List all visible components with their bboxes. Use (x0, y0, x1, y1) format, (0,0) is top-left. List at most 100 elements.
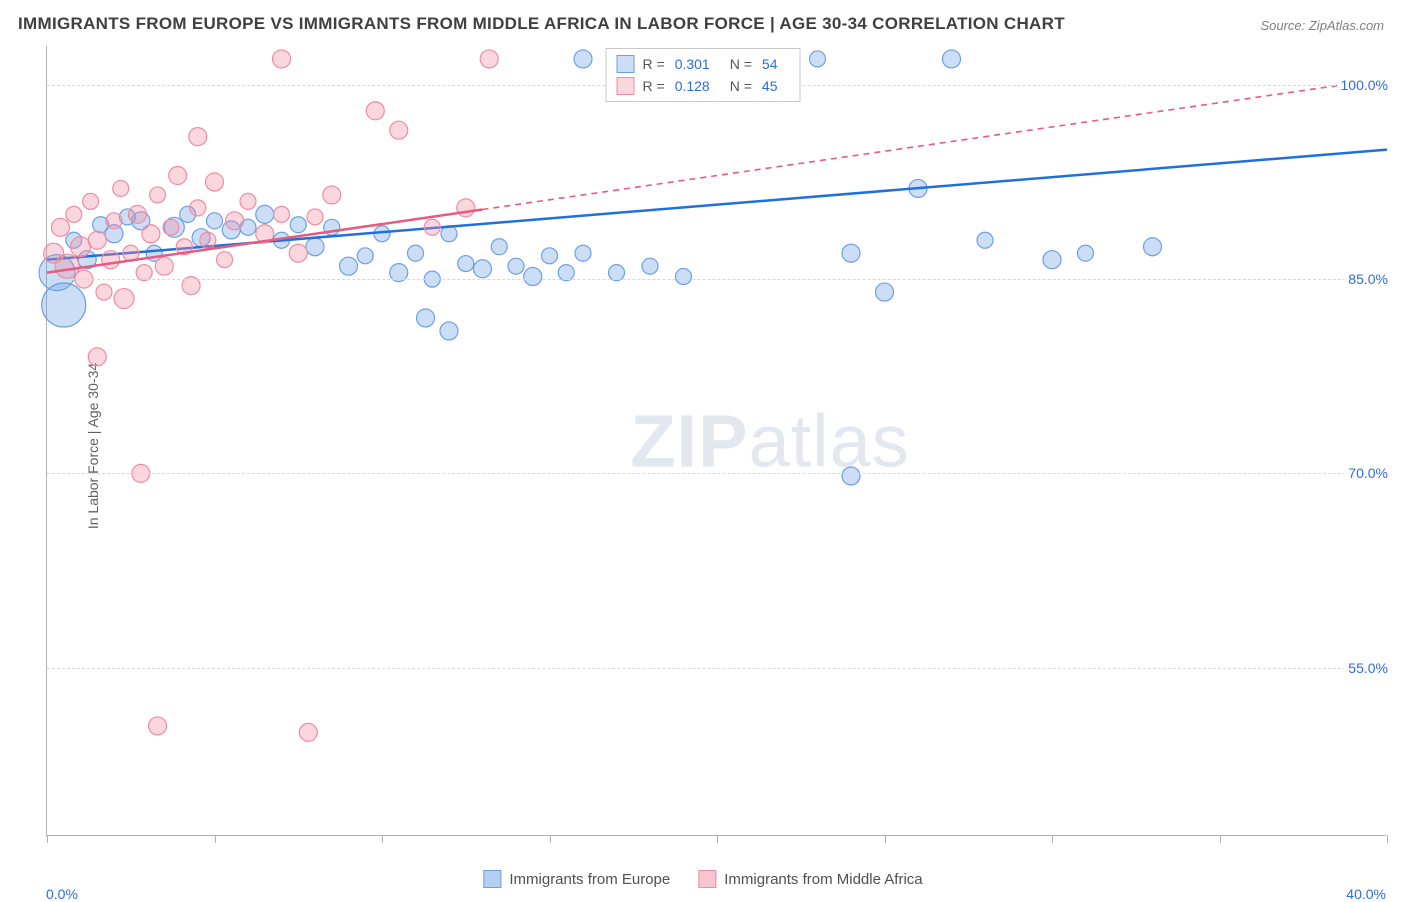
data-point (977, 232, 993, 248)
data-point (810, 51, 826, 67)
n-label: N = (730, 78, 752, 94)
legend-item-europe: Immigrants from Europe (483, 870, 670, 888)
data-point (66, 206, 82, 222)
r-label: R = (643, 56, 665, 72)
data-point (207, 213, 223, 229)
data-point (83, 193, 99, 209)
data-point (876, 283, 894, 301)
data-point (417, 309, 435, 327)
data-point (150, 187, 166, 203)
legend-label: Immigrants from Europe (509, 871, 670, 888)
x-max-label: 40.0% (1346, 886, 1386, 902)
data-point (542, 248, 558, 264)
data-point (51, 218, 69, 236)
n-label: N = (730, 56, 752, 72)
swatch-icon (617, 77, 635, 95)
data-point (575, 245, 591, 261)
data-point (289, 244, 307, 262)
data-point (943, 50, 961, 68)
plot-area: ZIPatlas 55.0%70.0%85.0%100.0% (46, 46, 1386, 836)
x-tick (215, 835, 216, 843)
data-point (1043, 251, 1061, 269)
data-point (357, 248, 373, 264)
r-value: 0.301 (675, 56, 710, 72)
data-point (106, 213, 122, 229)
x-tick (717, 835, 718, 843)
swatch-icon (698, 870, 716, 888)
y-tick-label: 70.0% (1344, 465, 1392, 481)
stats-legend: R = 0.301 N = 54 R = 0.128 N = 45 (606, 48, 801, 102)
data-point (457, 199, 475, 217)
data-point (842, 467, 860, 485)
data-point (290, 217, 306, 233)
data-point (142, 225, 160, 243)
data-point (491, 239, 507, 255)
data-point (240, 193, 256, 209)
data-point (128, 205, 146, 223)
n-value: 45 (762, 78, 778, 94)
data-point (190, 200, 206, 216)
legend-label: Immigrants from Middle Africa (724, 871, 922, 888)
data-point (114, 289, 134, 309)
n-value: 54 (762, 56, 778, 72)
x-min-label: 0.0% (46, 886, 78, 902)
swatch-icon (483, 870, 501, 888)
data-point (323, 186, 341, 204)
data-point (200, 232, 216, 248)
r-label: R = (643, 78, 665, 94)
data-point (189, 128, 207, 146)
x-tick (382, 835, 383, 843)
gridline (47, 279, 1386, 280)
stats-row-africa: R = 0.128 N = 45 (617, 75, 790, 97)
y-tick-label: 85.0% (1344, 271, 1392, 287)
source-label: Source: ZipAtlas.com (1260, 18, 1384, 33)
y-tick-label: 55.0% (1344, 660, 1392, 676)
chart-title: IMMIGRANTS FROM EUROPE VS IMMIGRANTS FRO… (18, 14, 1065, 34)
data-point (508, 258, 524, 274)
data-point (340, 257, 358, 275)
stats-row-europe: R = 0.301 N = 54 (617, 53, 790, 75)
x-tick (1220, 835, 1221, 843)
data-point (306, 238, 324, 256)
x-tick (550, 835, 551, 843)
x-tick (1052, 835, 1053, 843)
data-point (842, 244, 860, 262)
data-point (71, 237, 91, 257)
data-point (169, 167, 187, 185)
data-point (424, 219, 440, 235)
swatch-icon (617, 55, 635, 73)
data-point (88, 348, 106, 366)
r-value: 0.128 (675, 78, 710, 94)
data-point (366, 102, 384, 120)
data-point (226, 212, 244, 230)
series-legend: Immigrants from Europe Immigrants from M… (483, 870, 922, 888)
data-point (217, 252, 233, 268)
data-point (474, 260, 492, 278)
data-point (273, 50, 291, 68)
data-point (88, 231, 106, 249)
data-point (1144, 238, 1162, 256)
data-point (642, 258, 658, 274)
data-point (440, 322, 458, 340)
data-point (102, 251, 120, 269)
data-point (42, 283, 86, 327)
gridline (47, 668, 1386, 669)
data-point (149, 717, 167, 735)
x-tick (47, 835, 48, 843)
data-point (458, 256, 474, 272)
data-point (480, 50, 498, 68)
data-point (155, 257, 173, 275)
data-point (408, 245, 424, 261)
data-point (113, 180, 129, 196)
y-tick-label: 100.0% (1337, 77, 1392, 93)
data-point (524, 268, 542, 286)
data-point (574, 50, 592, 68)
data-point (163, 219, 179, 235)
data-point (390, 121, 408, 139)
gridline (47, 473, 1386, 474)
data-point (96, 284, 112, 300)
data-point (676, 269, 692, 285)
scatter-chart (47, 46, 1386, 835)
data-point (256, 205, 274, 223)
legend-item-africa: Immigrants from Middle Africa (698, 870, 922, 888)
